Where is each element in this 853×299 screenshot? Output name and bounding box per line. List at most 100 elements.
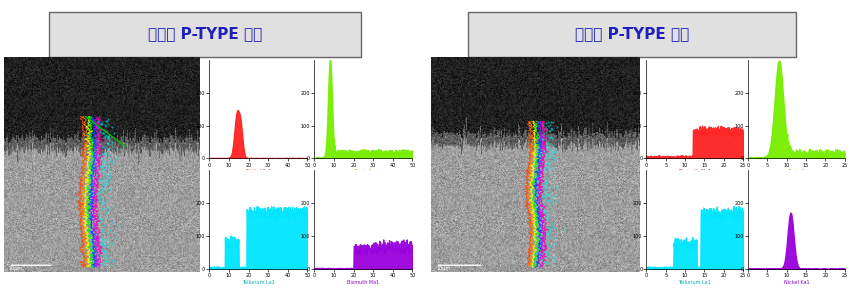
Point xyxy=(524,180,537,184)
Point xyxy=(545,221,559,226)
Point xyxy=(95,164,108,168)
Point xyxy=(539,161,553,166)
Point xyxy=(536,147,549,152)
Point xyxy=(94,190,107,194)
Point xyxy=(101,146,114,151)
Point xyxy=(524,224,537,229)
Point xyxy=(524,237,537,242)
Point xyxy=(533,184,547,189)
Point xyxy=(543,126,557,131)
Point xyxy=(530,243,543,248)
Point xyxy=(548,156,561,161)
Point xyxy=(90,126,104,130)
Point xyxy=(90,243,104,248)
Point xyxy=(84,171,97,176)
Point xyxy=(103,155,117,160)
Point xyxy=(543,227,556,232)
Point xyxy=(105,241,119,246)
Point xyxy=(539,250,553,255)
Point xyxy=(78,253,92,258)
Point xyxy=(101,146,114,151)
Point xyxy=(95,165,108,170)
Point xyxy=(547,156,560,161)
Point xyxy=(541,165,554,170)
Point xyxy=(542,155,555,159)
Point xyxy=(89,232,102,237)
Point xyxy=(543,148,556,152)
Point xyxy=(531,207,544,212)
Point xyxy=(527,226,541,231)
Point xyxy=(109,235,123,240)
Point xyxy=(541,154,554,159)
Point xyxy=(98,252,112,257)
Point xyxy=(103,175,117,180)
Point xyxy=(100,163,113,167)
Point xyxy=(528,225,542,230)
Point xyxy=(531,123,544,127)
Point xyxy=(524,144,537,149)
Point xyxy=(97,131,111,135)
Point xyxy=(533,258,547,263)
Point xyxy=(532,224,546,229)
Point xyxy=(88,154,102,159)
Point xyxy=(98,151,112,155)
Point xyxy=(90,173,104,178)
Point xyxy=(539,184,553,189)
Point xyxy=(90,126,104,130)
Point xyxy=(530,235,543,240)
Text: Electron image 1: Electron image 1 xyxy=(58,266,100,271)
Point xyxy=(101,259,114,264)
Point xyxy=(538,193,552,198)
Point xyxy=(527,153,541,158)
Point xyxy=(90,142,104,147)
Point xyxy=(528,193,542,198)
Point xyxy=(537,212,551,217)
Point xyxy=(537,137,551,141)
Point xyxy=(89,228,102,233)
Point xyxy=(96,135,109,140)
Point xyxy=(536,160,549,165)
Point xyxy=(533,155,547,160)
Point xyxy=(81,142,95,147)
Point xyxy=(100,172,113,176)
Point xyxy=(99,133,113,138)
Point xyxy=(96,237,109,241)
Point xyxy=(96,241,110,246)
Point xyxy=(543,228,556,233)
Point xyxy=(530,144,543,149)
Point xyxy=(530,227,543,232)
Point xyxy=(527,229,541,234)
Point xyxy=(75,245,89,250)
Point xyxy=(533,253,547,258)
X-axis label: Tin La1: Tin La1 xyxy=(354,169,372,174)
Point xyxy=(90,249,103,254)
Point xyxy=(534,252,548,257)
Point xyxy=(531,215,544,220)
Point xyxy=(535,227,548,232)
Point xyxy=(103,186,117,191)
Point xyxy=(540,176,554,180)
Point xyxy=(90,173,104,178)
Point xyxy=(88,206,102,210)
Point xyxy=(83,236,96,241)
Point xyxy=(95,248,108,253)
Point xyxy=(95,216,108,221)
Point xyxy=(91,121,105,126)
FancyBboxPatch shape xyxy=(49,11,360,57)
Point xyxy=(105,143,119,148)
Point xyxy=(530,257,543,261)
Point xyxy=(543,158,557,163)
Point xyxy=(548,148,561,153)
Point xyxy=(543,161,556,165)
Point xyxy=(90,175,104,179)
Point xyxy=(532,173,546,178)
Point xyxy=(101,165,114,170)
Point xyxy=(534,221,548,226)
Point xyxy=(86,204,100,208)
Point xyxy=(102,167,116,172)
Point xyxy=(540,225,554,230)
Point xyxy=(532,242,546,246)
Point xyxy=(534,226,548,231)
Point xyxy=(101,175,114,179)
X-axis label: Nickel Ka1: Nickel Ka1 xyxy=(245,169,271,174)
